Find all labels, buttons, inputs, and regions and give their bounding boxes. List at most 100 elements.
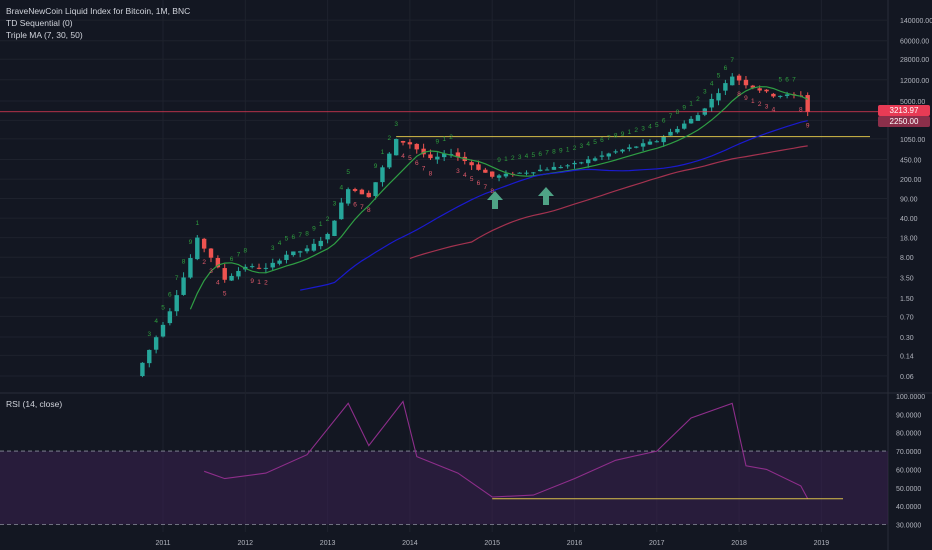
candle-bull	[675, 128, 680, 133]
candle-bear	[428, 154, 433, 159]
td-count: 4	[525, 153, 529, 160]
td-count: 6	[168, 291, 172, 298]
x-tick-label: 2015	[484, 540, 500, 547]
rsi-band	[0, 451, 888, 525]
candle-bull	[503, 173, 509, 177]
td-count: 8	[182, 258, 186, 265]
candle-bull	[634, 146, 639, 148]
td-count: 5	[285, 235, 289, 242]
candle-bull	[565, 165, 570, 167]
td-count: 7	[484, 184, 488, 191]
x-tick-label: 2014	[402, 540, 418, 547]
candle-bear	[805, 95, 810, 112]
candle-bull	[627, 147, 632, 149]
candle-bull	[380, 167, 385, 183]
y-tick-label: 3.50	[900, 275, 914, 282]
td-count: 1	[442, 136, 446, 143]
up-arrow-icon	[487, 191, 503, 209]
td-count: 2	[264, 280, 268, 287]
y-tick-label: 60000.00	[900, 39, 929, 46]
rsi-y-tick-label: 90.0000	[896, 412, 921, 419]
td-count: 1	[381, 149, 385, 156]
candle-bull	[277, 260, 282, 264]
rsi-y-tick-label: 40.0000	[896, 504, 921, 511]
td-count: 4	[216, 279, 220, 286]
td-count: 4	[340, 185, 344, 192]
rsi-y-tick-label: 70.0000	[896, 449, 921, 456]
candle-bear	[469, 162, 474, 166]
candle-bear	[483, 169, 488, 173]
candle-bull	[668, 131, 673, 136]
candle-bull	[579, 162, 584, 164]
td-count: 2	[326, 216, 330, 223]
candle-bull	[606, 153, 611, 157]
td-count: 2	[388, 135, 392, 142]
td-count: 7	[175, 275, 179, 282]
candle-bull	[640, 143, 646, 147]
candle-bull	[531, 172, 536, 174]
x-tick-label: 2011	[155, 540, 170, 547]
td-count: 8	[367, 207, 371, 214]
td-count: 5	[346, 169, 350, 176]
td-count: 2	[573, 145, 577, 152]
td-count: 8	[305, 231, 309, 238]
candle-bull	[709, 98, 714, 108]
candle-bear	[421, 148, 426, 155]
y-tick-label: 200.00	[900, 177, 922, 184]
td-count: 5	[470, 176, 474, 183]
candle-bull	[181, 277, 186, 295]
td-count: 2	[449, 134, 453, 141]
current-price-tag: 3213.97	[878, 105, 930, 116]
candle-bull	[140, 362, 145, 377]
candle-bear	[407, 142, 413, 145]
td-count: 5	[593, 139, 597, 146]
y-tick-label: 1050.00	[900, 137, 925, 144]
td-count: 8	[243, 247, 247, 254]
rsi-title[interactable]: RSI (14, close)	[6, 399, 63, 409]
td-count: 5	[717, 73, 721, 80]
candle-bull	[236, 270, 241, 277]
candle-bull	[325, 233, 330, 240]
indicator-td-sequential[interactable]: TD Sequential (0)	[6, 18, 73, 28]
y-tick-label: 0.30	[900, 335, 914, 342]
td-count: 2	[511, 155, 515, 162]
candle-bull	[496, 175, 502, 178]
td-count: 9	[436, 138, 440, 145]
candle-bull	[599, 155, 605, 157]
td-count: 1	[689, 100, 693, 107]
indicator-triple-ma[interactable]: Triple MA (7, 30, 50)	[6, 30, 83, 40]
td-count: 7	[237, 252, 241, 259]
rsi-plot	[0, 400, 888, 525]
y-tick-label: 1.50	[900, 296, 914, 303]
td-count: 2	[634, 127, 638, 134]
y-tick-label: 12000.00	[900, 78, 929, 85]
candle-bull	[153, 337, 159, 350]
candle-bull	[229, 275, 234, 281]
up-arrow-icon	[538, 187, 554, 205]
rsi-y-tick-label: 100.0000	[896, 394, 925, 401]
candle-bull	[174, 295, 179, 312]
td-count: 3	[518, 154, 522, 161]
td-count: 2	[696, 96, 700, 103]
candle-bear	[256, 267, 262, 269]
candle-bull	[188, 257, 193, 278]
candle-bull	[654, 141, 659, 143]
td-count: 2	[758, 101, 762, 108]
candle-bear	[736, 75, 742, 81]
td-count: 4	[772, 106, 776, 113]
candle-bull	[723, 83, 728, 91]
candles	[0, 73, 888, 378]
candle-bull	[441, 153, 447, 158]
td-count: 7	[422, 165, 426, 172]
td-count: 8	[799, 106, 803, 113]
candle-bear	[208, 248, 214, 258]
y-tick-label: 140000.00	[900, 18, 932, 25]
td-count: 3	[209, 268, 213, 275]
td-count: 8	[490, 188, 494, 195]
candle-bull	[435, 156, 440, 160]
candle-bull	[291, 251, 296, 256]
td-count: 5	[408, 155, 412, 162]
